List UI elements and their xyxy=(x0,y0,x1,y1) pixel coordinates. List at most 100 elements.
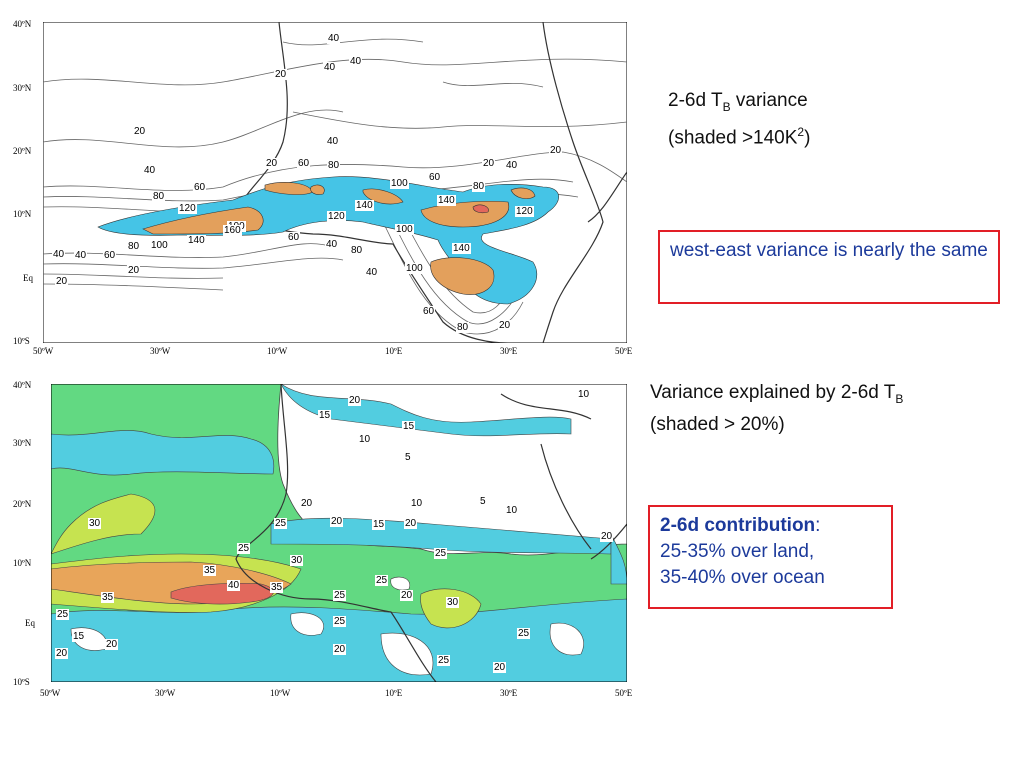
lat-label: Eq xyxy=(25,618,35,628)
contour-label: 15 xyxy=(72,631,86,642)
lat-label: 20ºN xyxy=(13,146,32,156)
contour-label: 40 xyxy=(365,267,379,278)
contour-label: 25 xyxy=(333,590,347,601)
contour-label: 20 xyxy=(55,648,69,659)
contour-label: 80 xyxy=(327,160,341,171)
contour-label: 60 xyxy=(287,232,301,243)
contour-label: 25 xyxy=(333,616,347,627)
lon-label: 10ºW xyxy=(267,346,288,356)
variance-map xyxy=(43,22,627,343)
lat-label: 40ºN xyxy=(13,380,32,390)
contour-label: 20 xyxy=(55,276,69,287)
lat-label: 10ºS xyxy=(13,677,30,687)
contour-label: 10 xyxy=(410,498,424,509)
contour-label: 40 xyxy=(143,165,157,176)
lon-label: 50ºW xyxy=(40,688,61,698)
contour-label: 60 xyxy=(422,306,436,317)
contour-label: 35 xyxy=(203,565,217,576)
lon-label: 30ºW xyxy=(150,346,171,356)
lat-label: 30ºN xyxy=(13,83,32,93)
contour-label: 60 xyxy=(297,158,311,169)
contour-label: 140 xyxy=(355,200,374,211)
lon-label: 50ºE xyxy=(615,688,633,698)
contour-label: 10 xyxy=(358,434,372,445)
contour-label: 140 xyxy=(437,195,456,206)
explained-variance-map-svg xyxy=(51,384,627,682)
lat-label: Eq xyxy=(23,273,33,283)
contour-label: 20 xyxy=(482,158,496,169)
contour-label: 10 xyxy=(505,505,519,516)
contour-label: 60 xyxy=(428,172,442,183)
contour-label: 25 xyxy=(56,609,70,620)
contour-label: 20 xyxy=(600,531,614,542)
contour-label: 40 xyxy=(505,160,519,171)
lon-label: 10ºE xyxy=(385,346,403,356)
contour-label: 20 xyxy=(549,145,563,156)
contour-label: 20 xyxy=(330,516,344,527)
contour-label: 40 xyxy=(326,136,340,147)
lon-label: 50ºW xyxy=(33,346,54,356)
callout-land: 25-35% over land, xyxy=(660,541,815,562)
lat-label: 40ºN xyxy=(13,19,32,29)
lon-label: 10ºE xyxy=(385,688,403,698)
contour-label: 20 xyxy=(498,320,512,331)
contour-label: 20 xyxy=(400,590,414,601)
contour-label: 20 xyxy=(265,158,279,169)
contour-label: 25 xyxy=(517,628,531,639)
contour-label: 30 xyxy=(446,597,460,608)
coastlines xyxy=(240,22,627,343)
contour-label: 40 xyxy=(52,249,66,260)
lat-label: 20ºN xyxy=(13,499,32,509)
lat-label: 10ºS xyxy=(13,336,30,346)
contour-label: 80 xyxy=(456,322,470,333)
contour-label: 35 xyxy=(101,592,115,603)
contour-label: 25 xyxy=(375,575,389,586)
contour-label: 120 xyxy=(327,211,346,222)
contour-label: 80 xyxy=(127,241,141,252)
contour-label: 15 xyxy=(402,421,416,432)
explained-variance-title: Variance explained by 2-6d TB (shaded > … xyxy=(650,380,903,437)
contour-label: 20 xyxy=(133,126,147,137)
variance-shading-dark xyxy=(142,182,536,295)
variance-map-svg xyxy=(43,22,627,343)
variance-title: 2-6d TB variance (shaded >140K2) xyxy=(668,88,810,150)
contour-label: 25 xyxy=(274,518,288,529)
contour-label: 30 xyxy=(290,555,304,566)
explained-title-line1: Variance explained by 2-6d TB xyxy=(650,382,904,406)
lon-label: 30ºE xyxy=(500,346,518,356)
contour-label: 120 xyxy=(178,203,197,214)
contour-label: 60 xyxy=(103,250,117,261)
lat-label: 30ºN xyxy=(13,438,32,448)
contour-label: 80 xyxy=(152,191,166,202)
contour-label: 15 xyxy=(318,410,332,421)
contour-label: 40 xyxy=(74,250,88,261)
contour-label: 15 xyxy=(372,519,386,530)
contour-label: 140 xyxy=(187,235,206,246)
contour-label: 20 xyxy=(105,639,119,650)
contour-label: 25 xyxy=(237,543,251,554)
contour-label: 100 xyxy=(390,178,409,189)
contour-label: 40 xyxy=(349,56,363,67)
contour-label: 25 xyxy=(434,548,448,559)
coastlines xyxy=(235,384,627,682)
contour-label: 25 xyxy=(437,655,451,666)
shading-20-25 xyxy=(51,384,627,682)
contribution-callout: 2-6d contribution: 25-35% over land, 35-… xyxy=(648,505,893,609)
contour-label: 5 xyxy=(479,496,487,507)
callout-ocean: 35-40% over ocean xyxy=(660,567,825,588)
contour-label: 120 xyxy=(515,206,534,217)
contour-label: 30 xyxy=(88,518,102,529)
contour-label: 20 xyxy=(348,395,362,406)
contour-label: 40 xyxy=(327,33,341,44)
variance-callout: west-east variance is nearly the same xyxy=(658,230,1000,304)
contour-label: 80 xyxy=(350,245,364,256)
contour-label: 20 xyxy=(274,69,288,80)
shading-40 xyxy=(170,582,274,605)
contour-label: 100 xyxy=(150,240,169,251)
contour-label: 40 xyxy=(227,580,241,591)
contour-label: 5 xyxy=(404,452,412,463)
contour-label: 40 xyxy=(325,239,339,250)
contour-label: 40 xyxy=(323,62,337,73)
explained-variance-map xyxy=(51,384,627,682)
callout-heading: 2-6d contribution xyxy=(660,515,816,536)
